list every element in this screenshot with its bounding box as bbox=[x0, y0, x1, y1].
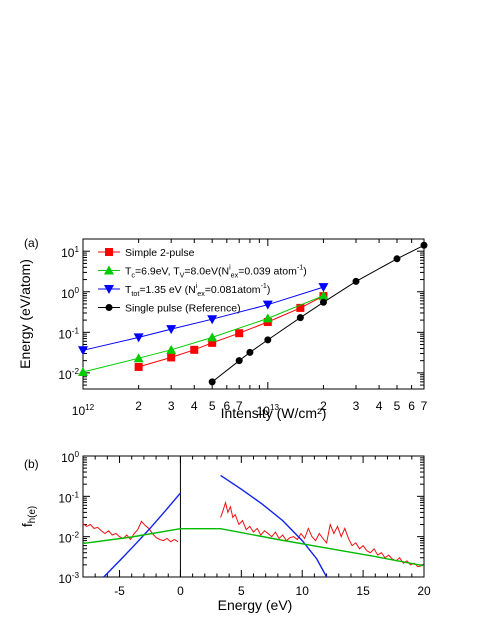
x-tick-label: 3 bbox=[168, 399, 175, 413]
x-tick-label: 7 bbox=[236, 399, 243, 413]
data-point bbox=[262, 313, 273, 323]
plot-frame-b bbox=[82, 455, 425, 578]
series-line-2 bbox=[103, 492, 181, 577]
x-tick-label: 4 bbox=[191, 399, 198, 413]
panel-label-a: (a) bbox=[24, 236, 39, 250]
x-axis-label: Intensity (W/cm²) bbox=[221, 405, 327, 421]
data-point bbox=[208, 338, 217, 347]
data-point bbox=[166, 325, 177, 335]
data-point bbox=[207, 315, 218, 325]
legend-swatch-marker bbox=[105, 248, 113, 256]
legend-swatch-marker bbox=[105, 304, 113, 311]
x-tick-label: -5 bbox=[114, 584, 125, 598]
x-tick-label: 2 bbox=[135, 399, 142, 413]
chart-panel-b: -5 0 5 10 15 20 10-3 10-2 10-1 100 Energy (eV) fh(e… bbox=[19, 450, 431, 613]
series-group-b bbox=[83, 474, 424, 577]
x-tick-label: 0 bbox=[177, 584, 184, 598]
y-tick-label: 10-2 bbox=[58, 367, 79, 382]
series-line-3 bbox=[82, 286, 324, 351]
series-line-2 bbox=[220, 474, 328, 577]
data-point bbox=[296, 303, 305, 312]
legend-entry-4: Single pulse (Reference) bbox=[125, 303, 241, 315]
data-point bbox=[352, 277, 360, 285]
data-point bbox=[262, 300, 273, 310]
x-tick-label: 4 bbox=[376, 399, 383, 413]
data-point bbox=[208, 378, 216, 386]
y-tick-label: 10-1 bbox=[58, 490, 79, 505]
series-line-2 bbox=[82, 295, 324, 373]
data-point bbox=[166, 344, 177, 354]
data-point bbox=[318, 290, 329, 300]
x-tick-label: 1013 bbox=[257, 403, 280, 418]
legend-swatch-marker bbox=[104, 285, 114, 294]
data-point bbox=[207, 332, 218, 342]
data-point bbox=[235, 329, 244, 338]
y-tick-label: 10-1 bbox=[58, 326, 79, 341]
x-tick-label: 7 bbox=[421, 399, 428, 413]
data-point bbox=[264, 336, 272, 344]
data-point bbox=[190, 345, 199, 354]
data-point bbox=[78, 346, 88, 356]
series-line-3 bbox=[83, 528, 424, 567]
plot-frame-a bbox=[82, 238, 425, 390]
y-tick-label: 100 bbox=[61, 450, 79, 465]
data-point bbox=[167, 353, 176, 362]
series-line-1 bbox=[220, 500, 422, 568]
legend-entry-3: Ttot=1.35 eV (Niex=0.081atom-1) bbox=[125, 282, 270, 298]
chart-panel-a: 1012 2 3 4 5 6 7 1013 2 3 4 5 6 710-210-1100101Intens… bbox=[17, 236, 428, 421]
data-point bbox=[246, 348, 254, 356]
data-point bbox=[318, 283, 329, 293]
x-tick-label: 15 bbox=[356, 584, 370, 598]
x-tick-label: 5 bbox=[394, 399, 401, 413]
x-axis-label: Energy (eV) bbox=[218, 597, 293, 613]
data-point bbox=[134, 362, 143, 371]
y-tick-label: 10-3 bbox=[58, 571, 79, 586]
x-tick-label: 6 bbox=[408, 399, 415, 413]
data-point bbox=[78, 367, 88, 377]
legend-swatch-marker bbox=[104, 265, 114, 275]
data-point bbox=[319, 298, 327, 306]
legend-entry-2: Tc=6.9eV, TV=8.0eV(Niex=0.039 atom-1) bbox=[125, 264, 307, 280]
x-tick-label: 20 bbox=[417, 584, 431, 598]
x-tick-label: 10 bbox=[296, 584, 310, 598]
legend-entry-1: Simple 2-pulse bbox=[125, 247, 195, 259]
data-point bbox=[420, 241, 428, 249]
x-tick-label: 2 bbox=[320, 399, 327, 413]
series-line-1 bbox=[83, 520, 179, 543]
y-axis-label: Energy (eV/atom) bbox=[17, 259, 33, 369]
y-axis-label: fh(e) bbox=[19, 506, 38, 527]
data-point bbox=[296, 314, 304, 322]
y-tick-label: 101 bbox=[61, 245, 79, 260]
panel-label-b: (b) bbox=[24, 457, 39, 471]
x-tick-label: 3 bbox=[353, 399, 360, 413]
x-tick-label: 6 bbox=[223, 399, 230, 413]
x-tick-label: 1012 bbox=[72, 403, 95, 418]
data-point bbox=[133, 333, 144, 343]
y-tick-label: 100 bbox=[61, 286, 79, 301]
x-tick-label: 5 bbox=[238, 584, 245, 598]
data-point bbox=[235, 357, 243, 365]
data-point bbox=[133, 353, 144, 363]
data-point bbox=[393, 255, 401, 263]
y-tick-label: 10-2 bbox=[58, 531, 79, 546]
x-tick-label: 5 bbox=[209, 399, 216, 413]
